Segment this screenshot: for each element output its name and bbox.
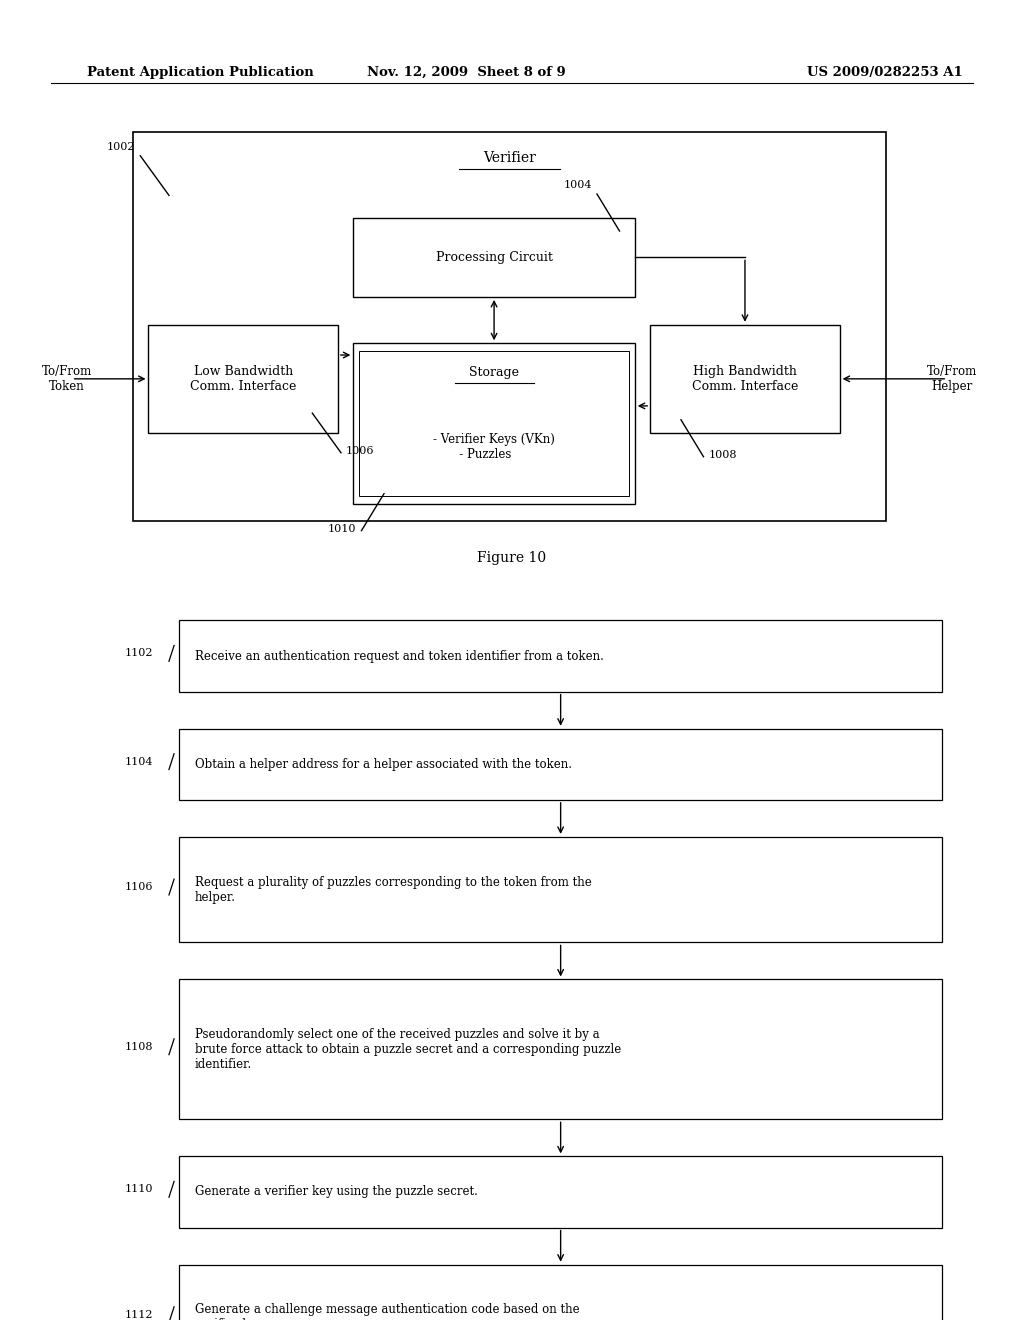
Text: Request a plurality of puzzles corresponding to the token from the
helper.: Request a plurality of puzzles correspon… (195, 875, 591, 904)
Text: 1004: 1004 (563, 180, 592, 190)
Text: Low Bandwidth
Comm. Interface: Low Bandwidth Comm. Interface (190, 364, 296, 393)
Bar (359, 351, 629, 496)
Text: Obtain a helper address for a helper associated with the token.: Obtain a helper address for a helper ass… (195, 758, 571, 771)
Bar (179, 620, 942, 692)
Text: 1106: 1106 (125, 882, 154, 892)
Text: 1102: 1102 (125, 648, 154, 659)
Text: 1110: 1110 (125, 1184, 154, 1195)
Bar (148, 325, 338, 433)
Text: Storage: Storage (469, 366, 519, 379)
Text: Receive an authentication request and token identifier from a token.: Receive an authentication request and to… (195, 649, 603, 663)
Text: - Verifier Keys (VKn)
       - Puzzles: - Verifier Keys (VKn) - Puzzles (433, 433, 555, 462)
Bar (353, 218, 635, 297)
Text: Generate a verifier key using the puzzle secret.: Generate a verifier key using the puzzle… (195, 1185, 477, 1199)
Text: US 2009/0282253 A1: US 2009/0282253 A1 (807, 66, 963, 79)
Text: 1008: 1008 (709, 450, 737, 461)
Text: Verifier: Verifier (483, 152, 536, 165)
Text: 1010: 1010 (328, 524, 356, 535)
Text: 1002: 1002 (106, 141, 135, 152)
Bar (179, 837, 942, 942)
Text: To/From
Helper: To/From Helper (927, 364, 978, 393)
Bar (179, 979, 942, 1119)
Text: Nov. 12, 2009  Sheet 8 of 9: Nov. 12, 2009 Sheet 8 of 9 (367, 66, 565, 79)
Text: Pseudorandomly select one of the received puzzles and solve it by a
brute force : Pseudorandomly select one of the receive… (195, 1028, 621, 1071)
Bar (179, 1156, 942, 1228)
Text: Generate a challenge message authentication code based on the
verifier key.: Generate a challenge message authenticat… (195, 1303, 580, 1320)
Bar (179, 1265, 942, 1320)
Bar (650, 325, 840, 433)
Bar (179, 729, 942, 800)
Text: 1112: 1112 (125, 1309, 154, 1320)
Text: 1006: 1006 (346, 446, 375, 457)
Text: Patent Application Publication: Patent Application Publication (87, 66, 313, 79)
Text: Processing Circuit: Processing Circuit (435, 251, 553, 264)
Text: Figure 10: Figure 10 (477, 552, 547, 565)
Bar (133, 132, 886, 521)
Text: High Bandwidth
Comm. Interface: High Bandwidth Comm. Interface (692, 364, 798, 393)
Text: To/From
Token: To/From Token (41, 364, 92, 393)
Text: 1104: 1104 (125, 756, 154, 767)
Bar (353, 343, 635, 504)
Text: 1108: 1108 (125, 1041, 154, 1052)
